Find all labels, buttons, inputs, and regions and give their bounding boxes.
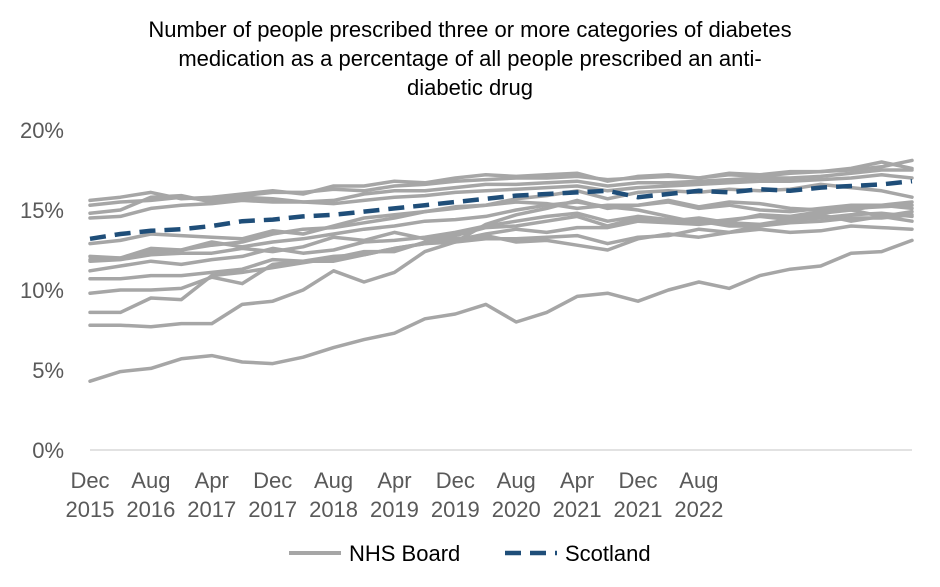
- x-tick-label: 2016: [126, 497, 175, 522]
- x-tick-label: 2019: [370, 497, 419, 522]
- x-tick-label: 2017: [248, 497, 297, 522]
- legend-label-nhs-board: NHS Board: [349, 541, 460, 566]
- x-tick-label: Aug: [497, 468, 536, 493]
- x-tick-label: Dec: [253, 468, 292, 493]
- x-tick-label: Aug: [314, 468, 353, 493]
- chart-title-line: diabetic drug: [407, 75, 533, 100]
- y-tick-label: 5%: [32, 358, 64, 383]
- x-tick-label: Aug: [131, 468, 170, 493]
- x-tick-label: 2018: [309, 497, 358, 522]
- x-tick-label: Aug: [679, 468, 718, 493]
- nhs-board-line: [88, 168, 914, 215]
- legend: NHS Board Scotland: [289, 541, 651, 566]
- chart-title: Number of people prescribed three or mor…: [148, 17, 791, 100]
- x-tick-label: 2017: [187, 497, 236, 522]
- x-tick-label: Dec: [70, 468, 109, 493]
- x-tick-label: 2015: [66, 497, 115, 522]
- nhs-board-line: [88, 224, 914, 315]
- y-tick-label: 15%: [20, 198, 64, 223]
- chart-title-line: Number of people prescribed three or mor…: [148, 17, 791, 42]
- x-axis: Dec 2015 Aug 2016 Apr 2017 Dec 2017 Aug 2018 Apr 20…: [66, 468, 724, 522]
- x-tick-label: 2020: [492, 497, 541, 522]
- nhs-board-line: [88, 238, 914, 383]
- x-tick-label: Apr: [377, 468, 411, 493]
- y-tick-label: 10%: [20, 278, 64, 303]
- x-tick-label: 2019: [431, 497, 480, 522]
- nhs-board-line: [88, 198, 914, 329]
- y-axis: 0% 5% 10% 15% 20%: [20, 118, 64, 463]
- x-tick-label: 2022: [674, 497, 723, 522]
- legend-label-scotland: Scotland: [565, 541, 651, 566]
- x-tick-label: Dec: [436, 468, 475, 493]
- y-tick-label: 0%: [32, 438, 64, 463]
- x-tick-label: 2021: [553, 497, 602, 522]
- nhs-board-line: [88, 200, 914, 262]
- x-tick-label: Apr: [195, 468, 229, 493]
- x-tick-label: Dec: [618, 468, 657, 493]
- chart-title-line: medication as a percentage of all people…: [178, 46, 761, 71]
- nhs-board-line: [88, 203, 914, 281]
- scotland-series-group: [89, 178, 913, 242]
- y-tick-label: 20%: [20, 118, 64, 143]
- scotland-line: [89, 178, 913, 242]
- x-tick-label: 2021: [614, 497, 663, 522]
- nhs-board-line: [88, 173, 914, 220]
- nhs-board-series-group: [88, 158, 914, 383]
- x-tick-label: Apr: [560, 468, 594, 493]
